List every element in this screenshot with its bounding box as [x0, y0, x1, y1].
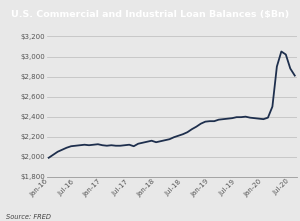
Text: Source: FRED: Source: FRED — [6, 214, 51, 220]
Text: U.S. Commercial and Industrial Loan Balances ($Bn): U.S. Commercial and Industrial Loan Bala… — [11, 10, 289, 19]
